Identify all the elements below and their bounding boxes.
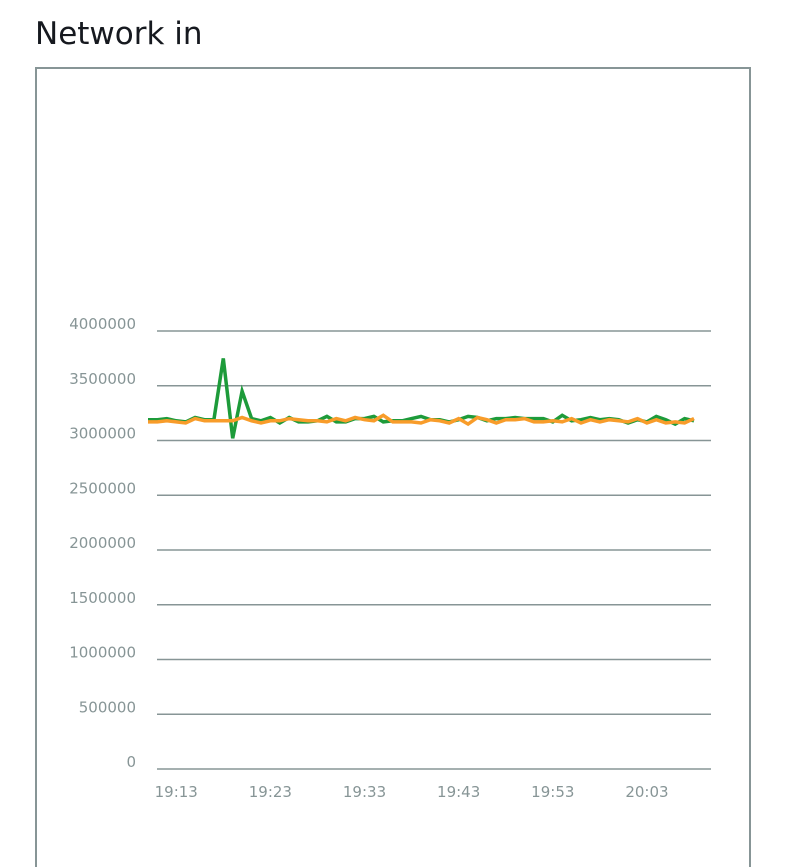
x-tick-label: 19:43	[437, 783, 480, 801]
x-tick-label: 19:23	[249, 783, 292, 801]
y-tick-label: 3000000	[69, 425, 136, 443]
y-tick-label: 1000000	[69, 644, 136, 662]
y-tick-label: 2000000	[69, 534, 136, 552]
y-tick-label: 4000000	[69, 315, 136, 333]
y-tick-label: 1500000	[69, 589, 136, 607]
y-tick-label: 0	[126, 753, 136, 771]
y-tick-label: 2500000	[69, 479, 136, 497]
x-tick-label: 19:33	[343, 783, 386, 801]
x-tick-label: 20:03	[625, 783, 668, 801]
series-line-1	[148, 358, 695, 439]
y-tick-label: 500000	[79, 698, 136, 716]
chart-title: Network in	[35, 16, 203, 52]
y-tick-label: 3500000	[69, 370, 136, 388]
series-line-2	[148, 413, 695, 427]
x-tick-label: 19:13	[155, 783, 198, 801]
x-tick-label: 19:53	[531, 783, 574, 801]
chart-frame	[35, 67, 751, 867]
